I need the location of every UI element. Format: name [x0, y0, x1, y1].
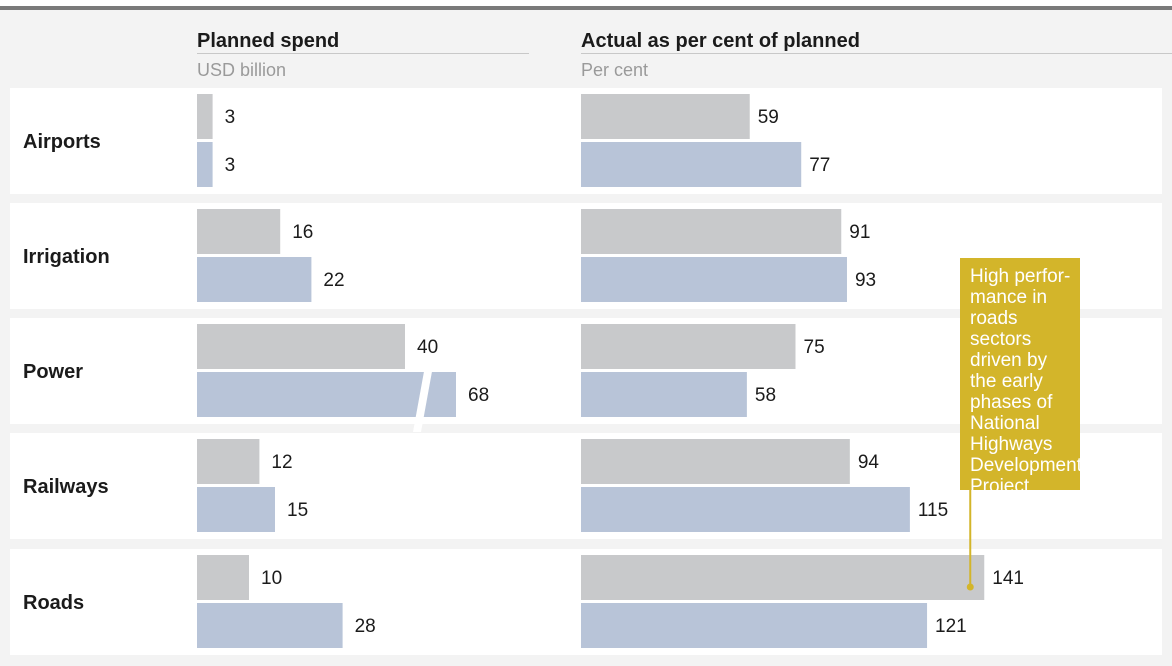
actual-value-roads-s2: 121	[935, 616, 967, 637]
actual-bar-roads-s1	[581, 555, 985, 600]
planned-bar-irrigation-s1	[197, 209, 281, 254]
actual-bar-railways-s1	[581, 439, 850, 484]
category-label-roads: Roads	[23, 592, 84, 614]
planned-spend-header: Planned spend	[197, 30, 340, 52]
actual-bar-irrigation-s1	[581, 209, 842, 254]
actual-bar-airports-s1	[581, 94, 750, 139]
category-label-railways: Railways	[23, 476, 109, 498]
top-rule	[0, 0, 1172, 10]
planned-bar-power-s2	[197, 372, 456, 417]
planned-value-airports-s1: 3	[225, 107, 236, 128]
actual-value-irrigation-s2: 93	[855, 270, 876, 291]
actual-value-airports-s2: 77	[809, 155, 830, 176]
actual-value-power-s1: 75	[804, 337, 825, 358]
planned-bar-railways-s2	[197, 487, 275, 532]
planned-bar-airports-s1	[197, 94, 213, 139]
category-label-power: Power	[23, 361, 83, 383]
planned-value-power-s2: 68	[468, 385, 489, 406]
planned-value-airports-s2: 3	[225, 155, 236, 176]
actual-value-roads-s1: 141	[992, 568, 1024, 589]
category-label-irrigation: Irrigation	[23, 246, 110, 268]
actual-header: Actual as per cent of planned	[581, 30, 860, 52]
planned-bar-power-s1	[197, 324, 405, 369]
planned-bar-break-power	[413, 366, 433, 432]
actual-value-railways-s1: 94	[858, 452, 880, 473]
actual-value-railways-s2: 115	[918, 500, 948, 521]
planned-value-railways-s2: 15	[287, 500, 308, 521]
planned-value-railways-s1: 12	[271, 452, 292, 473]
category-label-airports: Airports	[23, 131, 101, 153]
planned-value-power-s1: 40	[417, 337, 438, 358]
roads-annotation: High perfor-mance in roads sectors drive…	[960, 258, 1082, 497]
actual-bar-power-s1	[581, 324, 796, 369]
actual-value-airports-s1: 59	[758, 107, 779, 128]
planned-bar-irrigation-s2	[197, 257, 312, 302]
actual-bar-irrigation-s2	[581, 257, 847, 302]
planned-bar-airports-s2	[197, 142, 213, 187]
actual-unit-label: Per cent	[581, 60, 649, 80]
planned-bar-railways-s1	[197, 439, 260, 484]
planned-value-roads-s1: 10	[261, 568, 282, 589]
actual-bar-roads-s2	[581, 603, 928, 648]
planned-bar-roads-s1	[197, 555, 249, 600]
planned-bar-roads-s2	[197, 603, 343, 648]
planned-value-roads-s2: 28	[355, 616, 376, 637]
actual-bar-railways-s2	[581, 487, 910, 532]
actual-header-rule	[581, 53, 1172, 54]
planned-value-irrigation-s1: 16	[292, 222, 313, 243]
actual-value-irrigation-s1: 91	[849, 222, 870, 243]
annotation-leader-dot	[966, 583, 974, 591]
planned-value-irrigation-s2: 22	[323, 270, 344, 291]
actual-bar-airports-s2	[581, 142, 802, 187]
actual-value-power-s2: 58	[755, 385, 776, 406]
planned-unit-label: USD billion	[197, 60, 287, 80]
planned-header-rule	[197, 53, 529, 54]
actual-bar-power-s2	[581, 372, 747, 417]
